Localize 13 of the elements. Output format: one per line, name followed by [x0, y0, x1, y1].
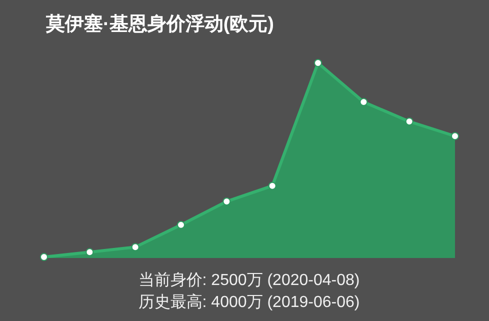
point [268, 182, 276, 190]
point [131, 243, 140, 252]
chart-title: 莫伊塞·基恩身价浮动(欧元) [45, 13, 274, 35]
point [405, 118, 414, 126]
point [222, 197, 231, 206]
text: 历史最高: 4000万 (2019-06-06) [138, 293, 360, 311]
point [314, 59, 322, 67]
point [360, 98, 368, 106]
point [451, 132, 459, 140]
text: 当前身价: 2500万 (2020-04-08) [138, 271, 360, 289]
point [177, 220, 185, 229]
point [40, 253, 48, 262]
point [86, 248, 94, 256]
